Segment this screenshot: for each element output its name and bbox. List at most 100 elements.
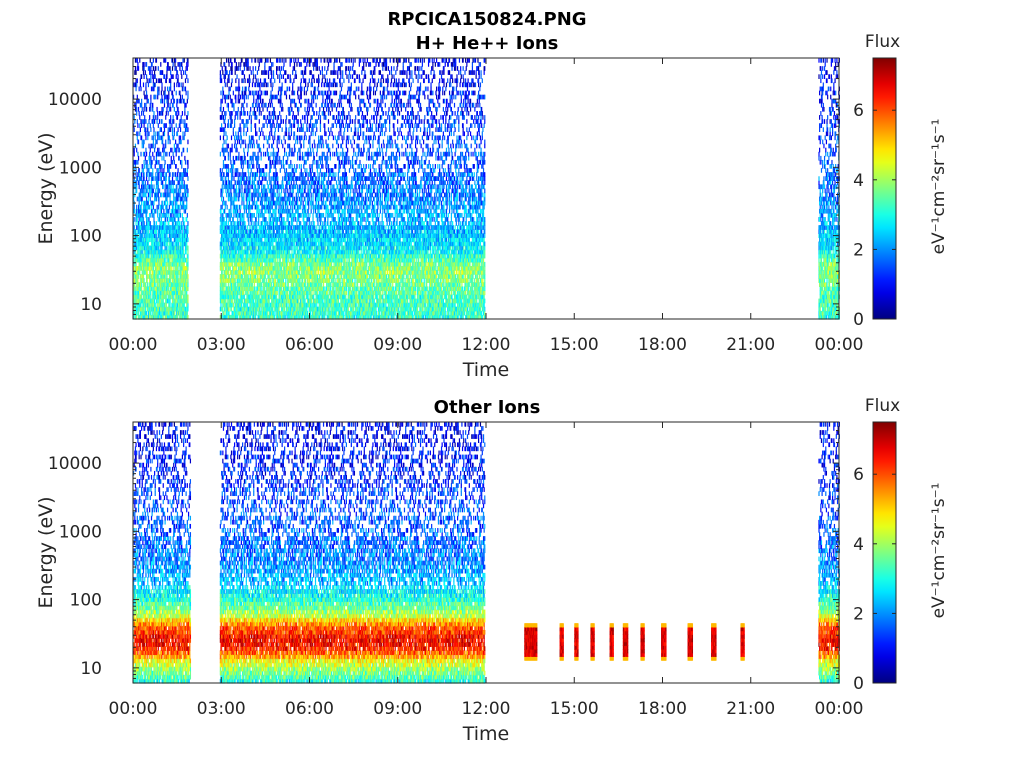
flux-cell xyxy=(186,237,187,242)
flux-cell xyxy=(179,172,180,177)
flux-cell xyxy=(261,307,262,312)
flux-cell xyxy=(221,172,222,177)
flux-cell xyxy=(154,70,155,75)
flux-cell xyxy=(144,95,145,100)
flux-cell xyxy=(177,233,178,238)
flux-cell xyxy=(148,311,149,316)
flux-cell xyxy=(167,290,168,295)
flux-cell xyxy=(225,213,226,218)
flux-cell xyxy=(150,237,151,242)
flux-cell xyxy=(229,225,230,230)
flux-cell xyxy=(187,95,188,100)
flux-cell xyxy=(253,221,254,226)
flux-cell xyxy=(257,262,258,267)
flux-cell xyxy=(239,193,240,198)
flux-cell xyxy=(134,237,135,242)
flux-cell xyxy=(225,148,226,153)
flux-cell xyxy=(149,115,150,120)
flux-cell xyxy=(261,197,262,202)
flux-cell xyxy=(154,95,155,100)
flux-cell xyxy=(254,282,255,287)
flux-cell xyxy=(152,107,153,112)
flux-cell xyxy=(228,176,229,181)
flux-cell xyxy=(172,119,173,124)
flux-cell xyxy=(140,282,141,287)
flux-cell xyxy=(222,290,223,295)
flux-cell xyxy=(235,140,236,145)
flux-cell xyxy=(153,278,154,283)
flux-cell xyxy=(134,152,135,157)
flux-cell xyxy=(134,266,135,271)
flux-cell xyxy=(143,201,144,206)
flux-cell xyxy=(257,103,258,108)
flux-cell xyxy=(261,246,262,251)
flux-cell xyxy=(168,311,169,316)
flux-cell xyxy=(228,62,229,67)
flux-cell xyxy=(236,213,237,218)
flux-cell xyxy=(153,111,154,116)
flux-cell xyxy=(177,168,178,173)
flux-cell xyxy=(156,237,157,242)
flux-cell xyxy=(181,82,182,87)
flux-cell xyxy=(158,217,159,222)
flux-cell xyxy=(184,99,185,104)
flux-cell xyxy=(175,111,176,116)
flux-cell xyxy=(165,152,166,157)
flux-cell xyxy=(179,123,180,128)
flux-cell xyxy=(247,201,248,206)
flux-cell xyxy=(230,266,231,271)
flux-cell xyxy=(187,184,188,189)
flux-cell xyxy=(142,140,143,145)
flux-cell xyxy=(161,119,162,124)
flux-cell xyxy=(147,135,148,140)
flux-cell xyxy=(174,209,175,214)
spectrogram-cells xyxy=(133,58,840,320)
flux-cell xyxy=(183,148,184,153)
flux-cell xyxy=(184,274,185,279)
flux-cell xyxy=(176,205,177,210)
flux-cell xyxy=(152,172,153,177)
flux-cell xyxy=(168,111,169,116)
flux-cell xyxy=(227,242,228,247)
flux-cell xyxy=(154,237,155,242)
flux-cell xyxy=(256,213,257,218)
flux-cell xyxy=(160,152,161,157)
flux-cell xyxy=(235,254,236,259)
flux-cell xyxy=(137,176,138,181)
flux-cell xyxy=(144,278,145,283)
flux-cell xyxy=(249,176,250,181)
flux-cell xyxy=(232,246,233,251)
flux-cell xyxy=(261,70,262,75)
flux-cell xyxy=(187,140,188,145)
flux-cell xyxy=(258,66,259,71)
flux-cell xyxy=(166,225,167,230)
flux-cell xyxy=(241,160,242,165)
flux-cell xyxy=(160,295,161,300)
flux-cell xyxy=(222,87,223,92)
flux-cell xyxy=(148,144,149,149)
flux-cell xyxy=(232,258,233,263)
flux-cell xyxy=(235,99,236,104)
flux-cell xyxy=(225,123,226,128)
flux-cell xyxy=(163,91,164,96)
flux-cell xyxy=(171,160,172,165)
flux-cell xyxy=(225,299,226,304)
flux-cell xyxy=(227,78,228,83)
flux-cell xyxy=(145,303,146,308)
flux-cell xyxy=(222,193,223,198)
flux-cell xyxy=(253,311,254,316)
flux-cell xyxy=(164,99,165,104)
flux-cell xyxy=(257,250,258,255)
flux-cell xyxy=(176,290,177,295)
flux-cell xyxy=(171,286,172,291)
flux-cell xyxy=(256,311,257,316)
flux-cell xyxy=(243,217,244,222)
flux-cell xyxy=(159,189,160,194)
flux-cell xyxy=(167,164,168,169)
flux-cell xyxy=(227,135,228,140)
flux-cell xyxy=(179,140,180,145)
flux-cell xyxy=(174,295,175,300)
flux-cell xyxy=(227,189,228,194)
flux-cell xyxy=(155,209,156,214)
flux-cell xyxy=(166,262,167,267)
